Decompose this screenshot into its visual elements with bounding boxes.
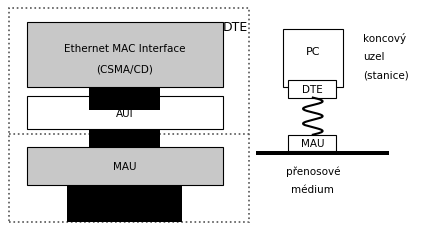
Text: (stanice): (stanice) bbox=[363, 70, 409, 80]
Bar bbox=[256, 151, 389, 155]
Text: MAU: MAU bbox=[301, 138, 324, 149]
Text: koncový: koncový bbox=[363, 33, 406, 44]
Bar bbox=[67, 185, 182, 222]
Bar bbox=[89, 129, 160, 148]
Bar bbox=[288, 136, 336, 151]
Text: AUI: AUI bbox=[116, 108, 134, 118]
Bar bbox=[27, 148, 222, 185]
Text: (CSMA/CD): (CSMA/CD) bbox=[96, 64, 153, 74]
Text: Ethernet MAC Interface: Ethernet MAC Interface bbox=[64, 43, 186, 54]
Text: přenosové: přenosové bbox=[286, 166, 340, 176]
Text: DTE: DTE bbox=[222, 21, 248, 34]
Text: médium: médium bbox=[291, 184, 334, 195]
Bar bbox=[283, 30, 343, 88]
Bar bbox=[288, 81, 336, 98]
Bar bbox=[27, 97, 222, 129]
Bar bbox=[9, 9, 249, 222]
Text: PC: PC bbox=[306, 47, 320, 57]
Bar bbox=[89, 88, 160, 111]
Bar bbox=[27, 23, 222, 88]
Text: uzel: uzel bbox=[363, 52, 384, 62]
Text: DTE: DTE bbox=[303, 85, 323, 95]
Text: MAU: MAU bbox=[113, 161, 136, 171]
